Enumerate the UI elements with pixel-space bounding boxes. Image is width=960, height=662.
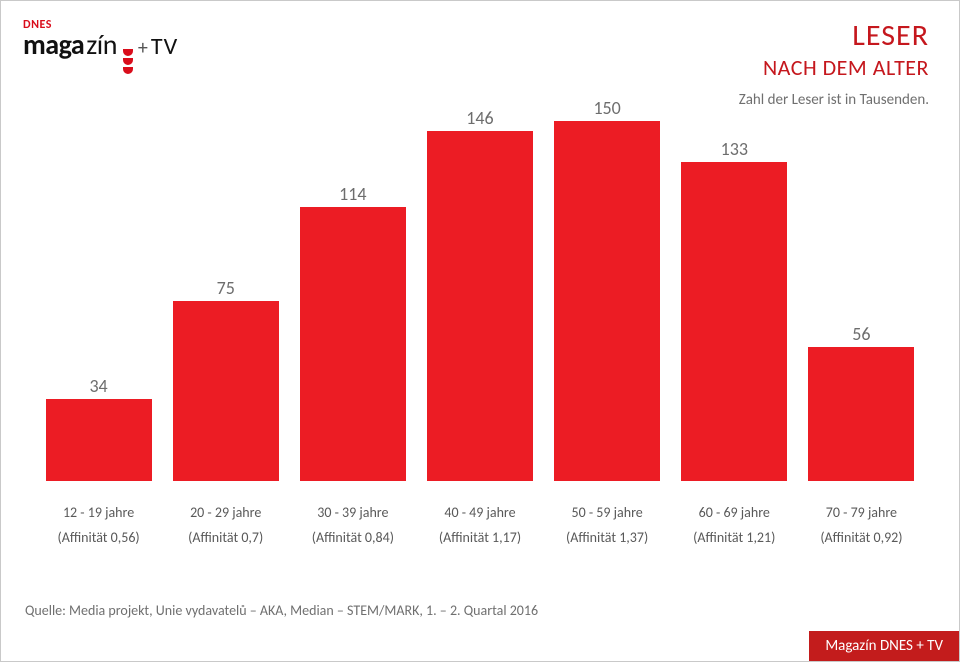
category-label: 12 - 19 jahre (Affinität 0,56) <box>41 504 156 546</box>
logo-word-bold: maga <box>23 31 84 59</box>
category-label: 20 - 29 jahre (Affinität 0,7) <box>168 504 283 546</box>
bar-rect: 133 <box>681 162 787 481</box>
bar-col: 34 <box>41 399 156 481</box>
logo-word-thin: zín <box>86 31 117 59</box>
bar-col: 146 <box>422 131 537 481</box>
category-name: 50 - 59 jahre <box>550 504 665 521</box>
bar-rect: 150 <box>554 121 660 481</box>
slide: DNES magazín + TV LESER NACH DEM ALTER Z… <box>0 0 960 662</box>
page-subtitle: NACH DEM ALTER <box>739 54 929 81</box>
category-affinity: (Affinität 1,37) <box>550 529 665 546</box>
category-name: 12 - 19 jahre <box>41 504 156 521</box>
bar-rect: 146 <box>427 131 533 481</box>
category-name: 30 - 39 jahre <box>295 504 410 521</box>
logo-drops-icon <box>123 49 133 74</box>
category-affinity: (Affinität 0,7) <box>168 529 283 546</box>
bar-col: 114 <box>295 207 410 481</box>
chart-labels: 12 - 19 jahre (Affinität 0,56) 20 - 29 jah… <box>37 504 923 546</box>
logo-tv: TV <box>151 32 178 61</box>
bar-value-label: 34 <box>46 375 152 397</box>
brand-logo: DNES magazín + TV <box>23 19 178 72</box>
category-affinity: (Affinität 0,92) <box>804 529 919 546</box>
category-label: 40 - 49 jahre (Affinität 1,17) <box>422 504 537 546</box>
bar-value-label: 75 <box>173 277 279 299</box>
logo-plus: + <box>138 36 148 60</box>
bar-col: 75 <box>168 301 283 481</box>
category-affinity: (Affinität 1,21) <box>677 529 792 546</box>
bar-value-label: 150 <box>554 97 660 119</box>
bar-rect: 114 <box>300 207 406 481</box>
bar-value-label: 114 <box>300 183 406 205</box>
logo-main: magazín + TV <box>23 31 178 72</box>
category-name: 70 - 79 jahre <box>804 504 919 521</box>
page-caption: Zahl der Leser ist in Tausenden. <box>739 91 929 109</box>
category-name: 20 - 29 jahre <box>168 504 283 521</box>
chart-bars: 347511414615013356 <box>37 121 923 481</box>
bar-rect: 75 <box>173 301 279 481</box>
bar-value-label: 133 <box>681 138 787 160</box>
category-label: 60 - 69 jahre (Affinität 1,21) <box>677 504 792 546</box>
category-label: 70 - 79 jahre (Affinität 0,92) <box>804 504 919 546</box>
bar-col: 133 <box>677 162 792 481</box>
header-right: LESER NACH DEM ALTER Zahl der Leser ist … <box>739 17 929 109</box>
bar-value-label: 56 <box>808 323 914 345</box>
chart: 347511414615013356 12 - 19 jahre(Affinit… <box>37 121 923 546</box>
category-label: 30 - 39 jahre (Affinität 0,84) <box>295 504 410 546</box>
footer-badge: Magazín DNES + TV <box>809 631 959 661</box>
bar-col: 56 <box>804 347 919 481</box>
category-label: 50 - 59 jahre (Affinität 1,37) <box>550 504 665 546</box>
bar-rect: 34 <box>46 399 152 481</box>
page-title: LESER <box>739 17 929 54</box>
category-name: 40 - 49 jahre <box>422 504 537 521</box>
category-affinity: (Affinität 1,17) <box>422 529 537 546</box>
category-name: 60 - 69 jahre <box>677 504 792 521</box>
bar-value-label: 146 <box>427 107 533 129</box>
category-affinity: (Affinität 0,84) <box>295 529 410 546</box>
source-line: Quelle: Media projekt, Unie vydavatelů –… <box>25 602 538 619</box>
bar-rect: 56 <box>808 347 914 481</box>
category-affinity: (Affinität 0,56) <box>41 529 156 546</box>
bar-col: 150 <box>550 121 665 481</box>
